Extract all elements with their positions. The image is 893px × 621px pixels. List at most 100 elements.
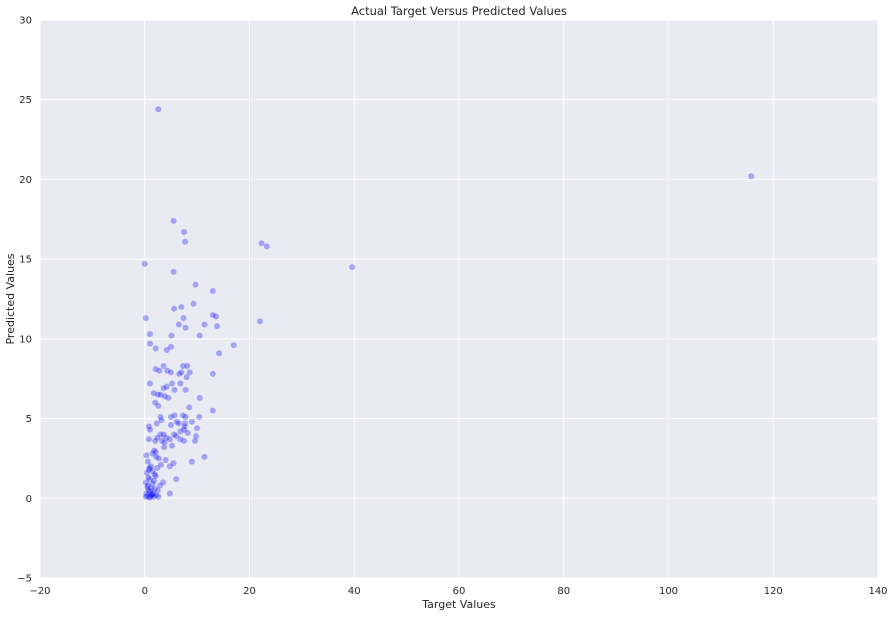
data-point — [173, 418, 180, 425]
data-point — [177, 380, 184, 387]
data-point — [190, 300, 197, 307]
data-point — [192, 437, 199, 444]
data-point — [152, 449, 159, 456]
data-point — [151, 471, 158, 478]
data-point — [146, 476, 153, 483]
data-point — [154, 434, 161, 441]
data-point — [175, 420, 182, 427]
data-point — [144, 482, 151, 489]
data-point — [179, 362, 186, 369]
data-point — [155, 493, 162, 500]
data-point — [162, 457, 169, 464]
data-point — [181, 229, 188, 236]
data-point — [155, 106, 162, 113]
data-point — [178, 369, 185, 376]
data-point — [173, 433, 180, 440]
data-point — [161, 439, 168, 446]
data-point — [154, 464, 161, 471]
data-point — [196, 413, 203, 420]
data-point — [349, 264, 356, 271]
data-point — [143, 469, 150, 476]
data-point — [165, 394, 172, 401]
x-axis-label: Target Values — [421, 598, 496, 611]
data-point — [167, 413, 174, 420]
data-point — [179, 412, 186, 419]
data-point — [146, 494, 153, 501]
data-point — [146, 488, 153, 495]
y-axis-label: Predicted Values — [4, 253, 17, 344]
data-point — [168, 380, 175, 387]
data-point — [177, 428, 184, 435]
data-point — [180, 315, 187, 322]
y-tick-label: 30 — [19, 16, 32, 27]
data-point — [142, 479, 149, 486]
data-point — [230, 342, 237, 349]
data-point — [181, 423, 188, 430]
x-tick-label: 140 — [868, 586, 887, 597]
data-point — [145, 487, 152, 494]
data-point — [155, 455, 162, 462]
data-point — [163, 434, 170, 441]
data-point — [182, 420, 189, 427]
data-point — [167, 343, 174, 350]
data-point — [181, 437, 188, 444]
data-point — [168, 442, 175, 449]
data-point — [170, 268, 177, 275]
data-point — [145, 423, 152, 430]
data-point — [214, 323, 221, 330]
x-tick-label: 0 — [142, 586, 148, 597]
data-point — [193, 433, 200, 440]
data-point — [209, 407, 216, 414]
data-point — [152, 472, 159, 479]
data-point — [152, 345, 159, 352]
data-point — [175, 321, 182, 328]
data-point — [146, 426, 153, 433]
data-point — [192, 281, 199, 288]
data-point — [153, 453, 160, 460]
data-point — [171, 305, 178, 312]
y-tick-label: 15 — [19, 255, 32, 266]
data-point — [186, 404, 193, 411]
data-point — [152, 437, 159, 444]
data-point — [182, 324, 189, 331]
x-tick-label: 100 — [659, 586, 678, 597]
data-point — [146, 331, 153, 338]
data-point — [145, 436, 152, 443]
data-point — [146, 340, 153, 347]
data-point — [152, 399, 159, 406]
data-point — [164, 367, 171, 374]
data-point — [160, 385, 167, 392]
data-point — [182, 238, 189, 245]
data-point — [151, 447, 158, 454]
data-point — [209, 370, 216, 377]
data-points — [141, 106, 755, 501]
data-point — [145, 474, 152, 481]
data-point — [188, 418, 195, 425]
data-point — [144, 484, 151, 491]
data-point — [168, 332, 175, 339]
y-tick-label: 20 — [19, 175, 32, 186]
data-point — [155, 402, 162, 409]
data-point — [151, 477, 158, 484]
y-tick-label: 5 — [26, 414, 32, 425]
x-tick-label: 80 — [557, 586, 570, 597]
data-point — [144, 492, 151, 499]
grid-lines — [39, 19, 879, 579]
data-point — [149, 480, 156, 487]
data-point — [144, 458, 151, 465]
data-point — [178, 303, 185, 310]
data-point — [148, 463, 155, 470]
data-point — [183, 374, 190, 381]
data-point — [150, 390, 157, 397]
data-point — [263, 243, 270, 250]
data-point — [209, 311, 216, 318]
data-point — [166, 490, 173, 497]
chart-title: Actual Target Versus Predicted Values — [351, 4, 567, 18]
data-point — [143, 452, 150, 459]
data-point — [145, 466, 152, 473]
data-point — [182, 413, 189, 420]
data-point — [157, 461, 164, 468]
data-point — [258, 240, 265, 247]
y-tick-label: 10 — [19, 334, 32, 345]
